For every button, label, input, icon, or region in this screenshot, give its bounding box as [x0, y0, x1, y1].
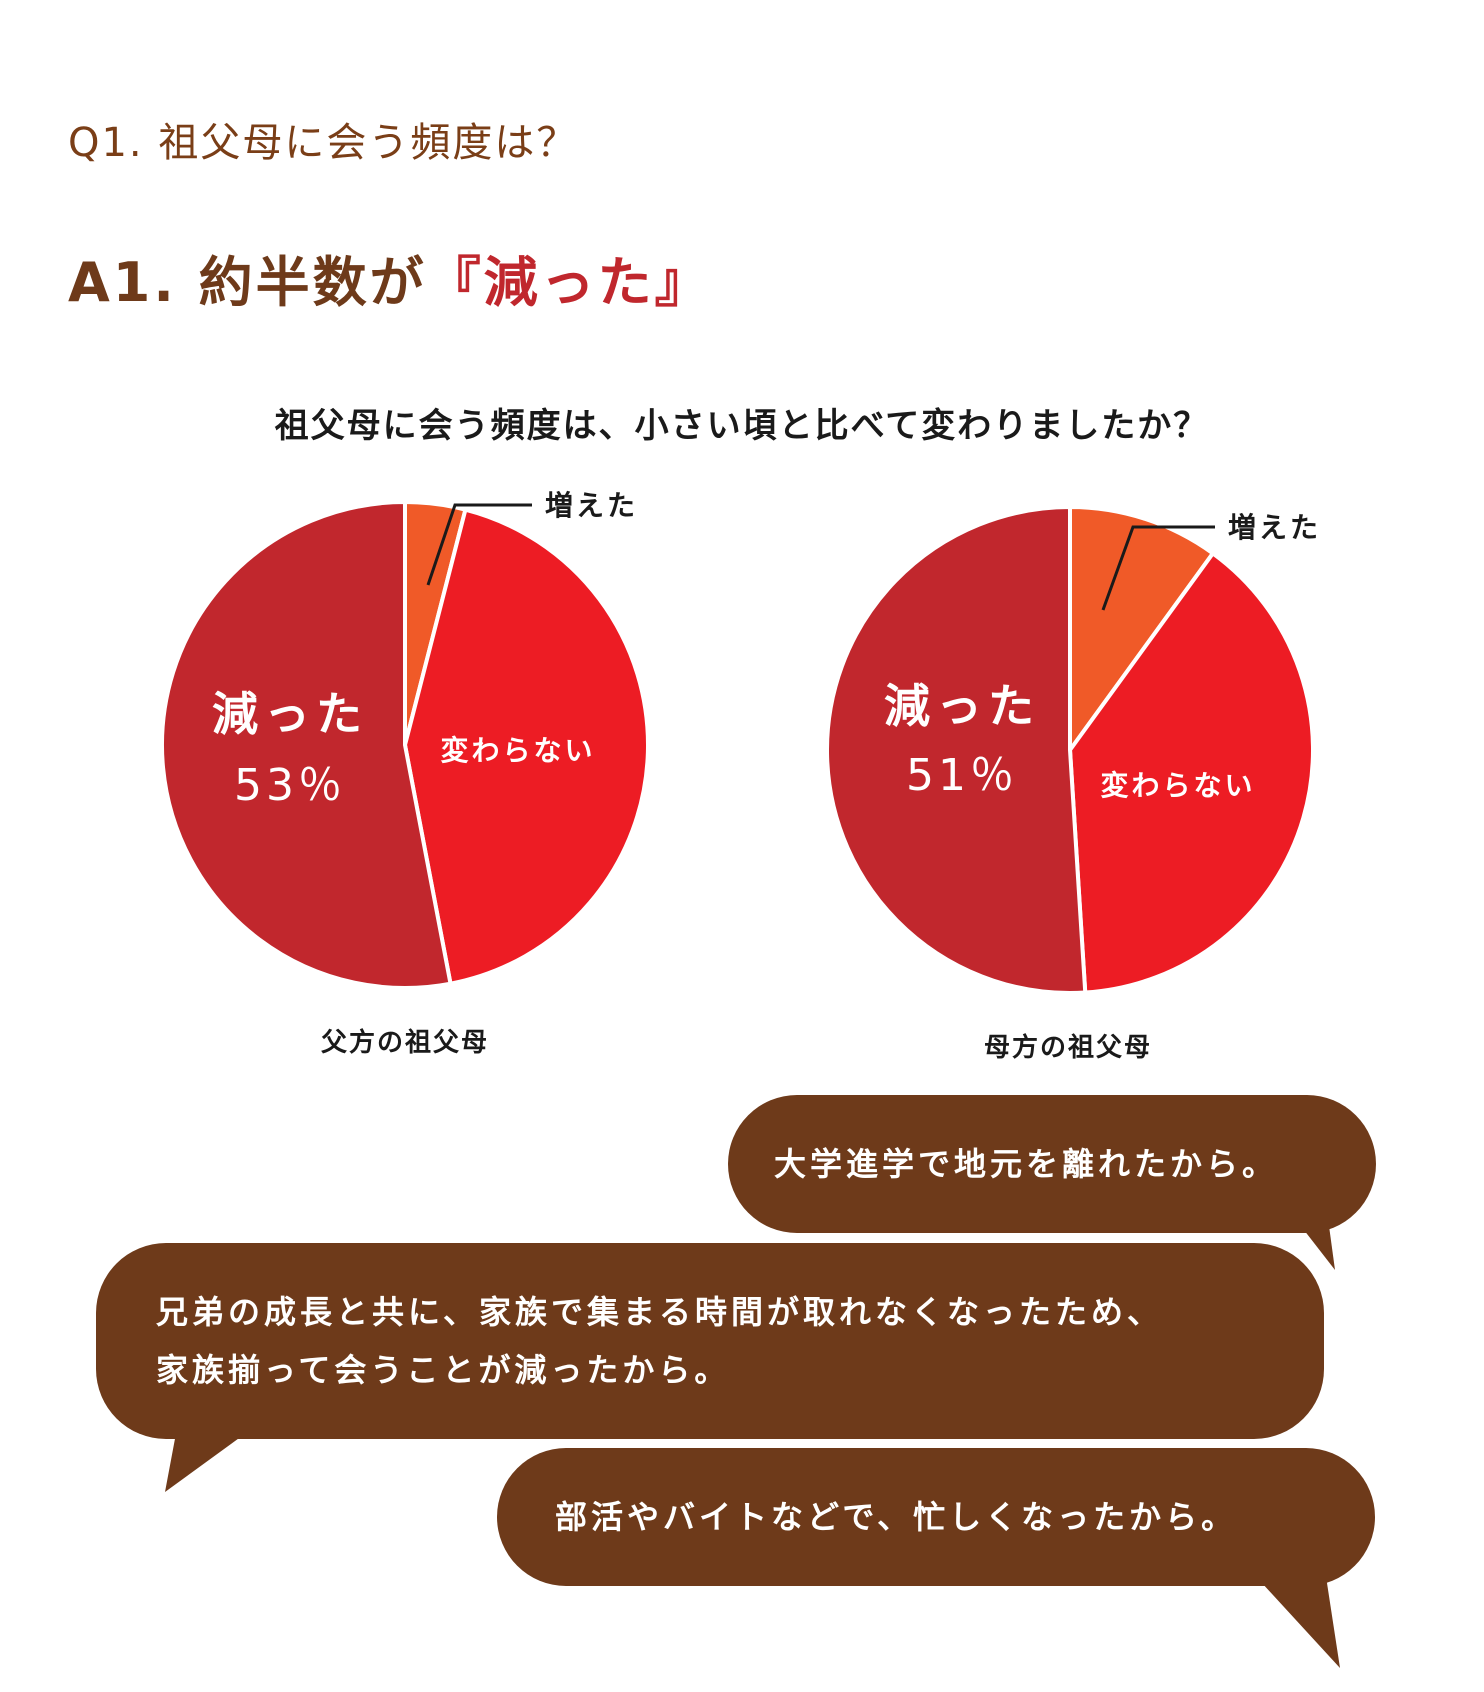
- pie1-label-unchanged: 変わらない: [1100, 769, 1255, 802]
- pie-caption-maternal: 母方の祖父母: [983, 1033, 1152, 1063]
- bubble-text-3: 部活やバイトなどで、忙しくなったから。: [555, 1498, 1238, 1536]
- bubble-text-1: 大学進学で地元を離れたから。: [774, 1145, 1279, 1183]
- bubble-text-2: 兄弟の成長と共に、家族で集まる時間が取れなくなったため、 家族揃って会うことが減…: [156, 1293, 1164, 1389]
- pie-caption-paternal: 父方の祖父母: [320, 1028, 489, 1058]
- pie1-label-decreased: 減った: [884, 679, 1040, 733]
- pie0-label-unchanged: 変わらない: [440, 734, 595, 767]
- pie0-label-decreased: 減った: [212, 687, 368, 741]
- pie1-slice-increased: [1068, 504, 1216, 757]
- pie1-leader-line: [1101, 525, 1215, 611]
- pie1-label-increased: 増えた: [1228, 511, 1321, 544]
- question-title: Q1. 祖父母に会う頻度は？: [68, 120, 579, 166]
- pie1-slice-decreased: [825, 504, 1088, 995]
- pie0-leader-line: [426, 503, 532, 586]
- pie0-label-increased: 増えた: [545, 489, 638, 522]
- speech-bubble-3: 部活やバイトなどで、忙しくなったから。: [497, 1448, 1375, 1586]
- speech-bubble-2: 兄弟の成長と共に、家族で集まる時間が取れなくなったため、 家族揃って会うことが減…: [96, 1243, 1324, 1439]
- answer-prefix: A1. 約半数が: [68, 251, 427, 314]
- pie1-slice-unchanged: [1067, 550, 1315, 995]
- pie0-slice-decreased: [160, 499, 453, 990]
- speech-bubble-1: 大学進学で地元を離れたから。: [728, 1095, 1376, 1233]
- pie0-value-decreased: 53％: [234, 760, 346, 811]
- chart-title: 祖父母に会う頻度は、小さい頃と比べて変わりましたか？: [274, 406, 1210, 446]
- pie0-slice-unchanged: [402, 507, 650, 987]
- answer-title: A1. 約半数が『減った』: [68, 238, 712, 317]
- pie1-value-decreased: 51％: [906, 750, 1018, 801]
- answer-highlight: 『減った』: [426, 251, 712, 314]
- bubble-tail-3: [1250, 1570, 1340, 1668]
